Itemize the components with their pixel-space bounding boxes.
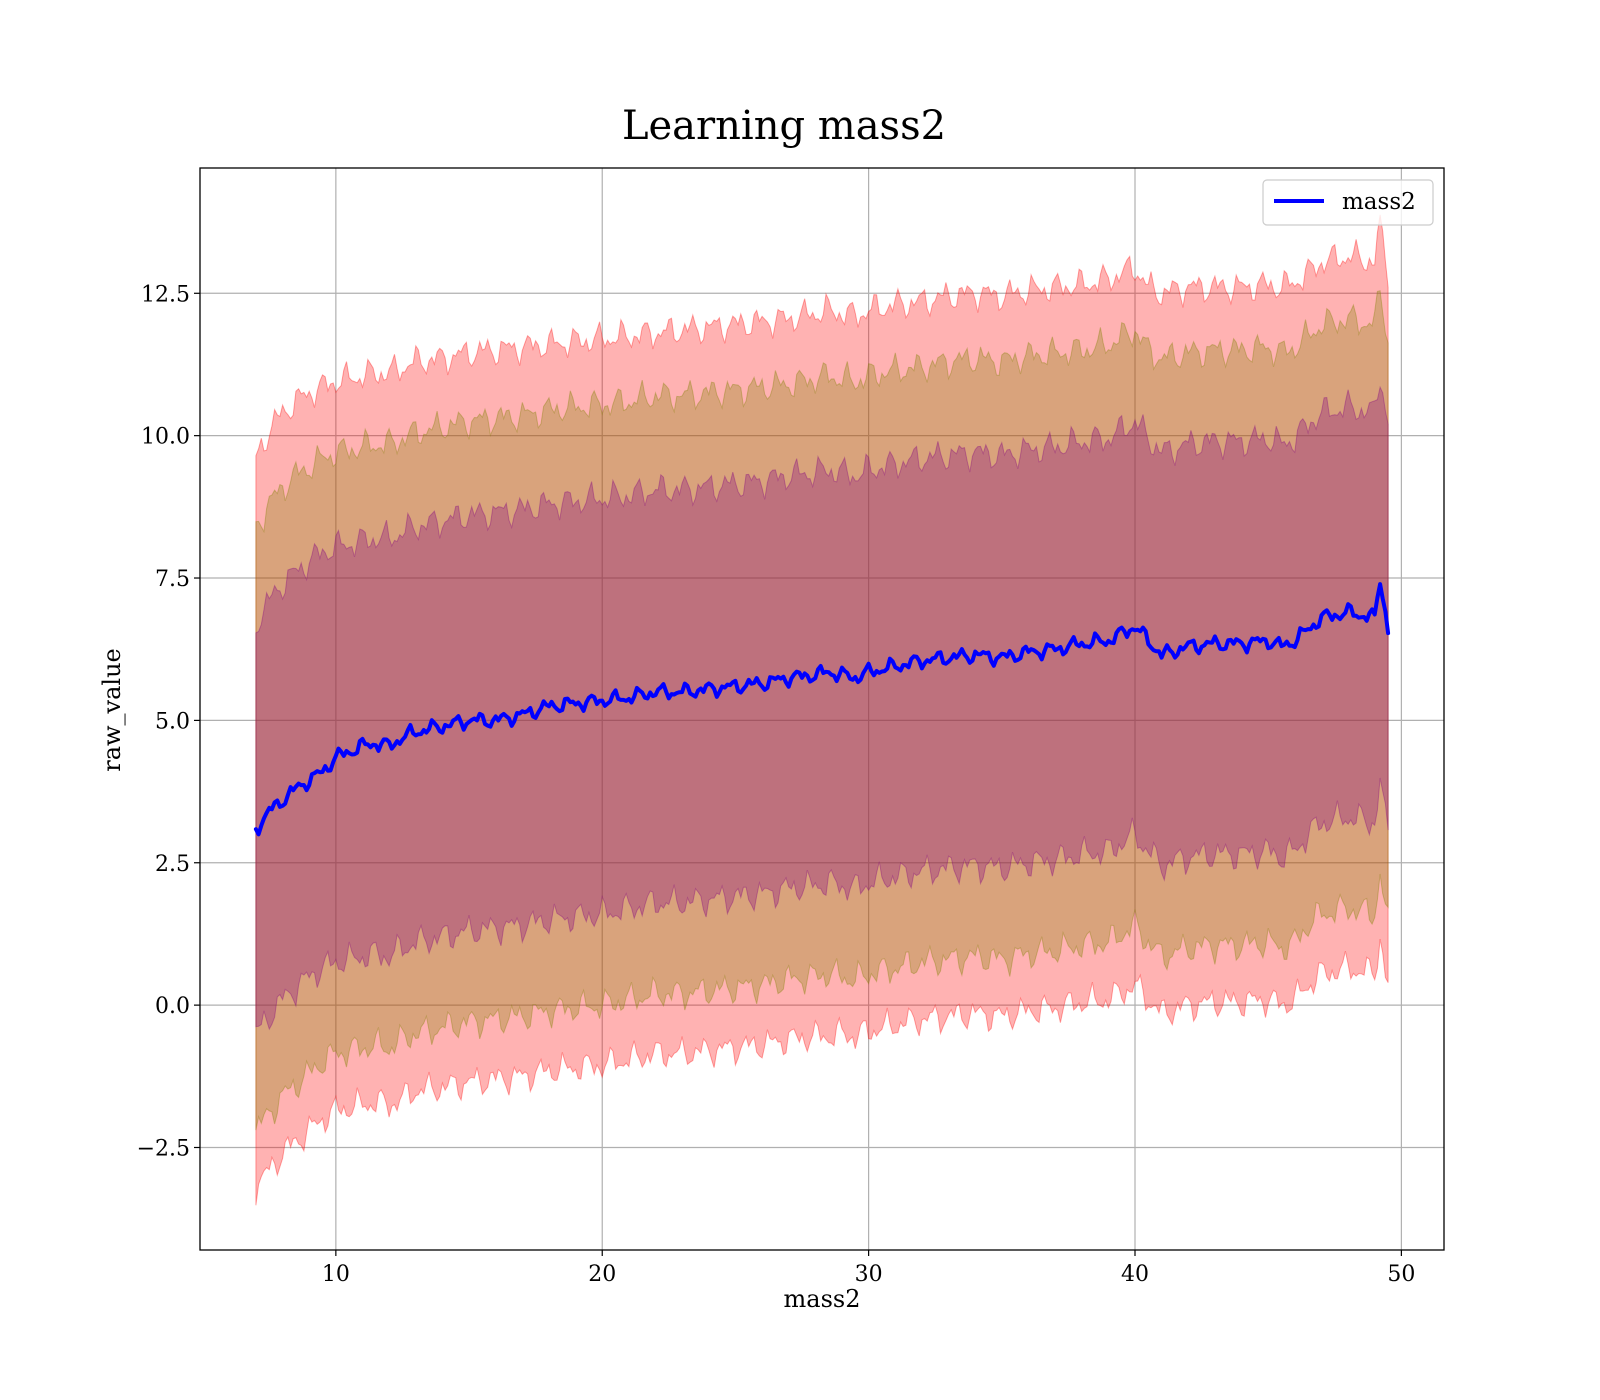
x-tick-label-2: 30 [855,1262,883,1287]
y-tick-label-3: 5.0 [155,709,190,734]
y-tick-label-0: −2.5 [137,1136,190,1161]
confidence-bands [255,214,1389,1206]
band-1 [255,290,1389,1131]
x-tick-label-1: 20 [588,1262,616,1287]
band-0 [255,214,1389,1206]
legend: mass2 [1262,179,1434,226]
series-lines [253,582,1391,837]
y-tick-label-6: 12.5 [141,282,190,307]
x-tick-label-0: 10 [322,1262,350,1287]
y-tick-label-1: 0.0 [155,994,190,1019]
y-axis-label: raw_value [98,648,126,772]
x-tick-label-4: 50 [1387,1262,1415,1287]
chart-title: Learning mass2 [622,103,946,149]
legend-entry: mass2 [1342,189,1416,215]
band-2 [255,385,1389,1031]
grid-lines [200,168,1444,1250]
x-tick-label-3: 40 [1121,1262,1149,1287]
series-line-mass2 [253,582,1391,837]
x-axis-ticks: 10 20 30 40 50 [322,1250,1415,1287]
plot-frame [199,167,1445,1251]
y-axis-ticks: −2.5 0.0 2.5 5.0 7.5 10.0 12.5 [137,282,200,1161]
x-axis-label: mass2 [784,1285,861,1313]
y-tick-label-4: 7.5 [155,567,190,592]
y-tick-label-2: 2.5 [155,852,190,877]
y-tick-label-5: 10.0 [141,425,190,450]
legend-box [1262,179,1434,226]
